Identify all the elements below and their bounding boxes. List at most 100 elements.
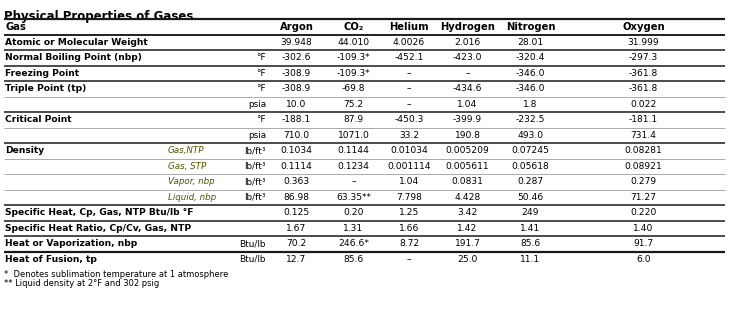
Text: 0.022: 0.022	[630, 100, 657, 109]
Text: Gas,NTP: Gas,NTP	[168, 146, 204, 155]
Text: 1.04: 1.04	[399, 177, 419, 186]
Text: Btu/lb: Btu/lb	[239, 255, 266, 264]
Text: Specific Heat Ratio, Cp/Cv, Gas, NTP: Specific Heat Ratio, Cp/Cv, Gas, NTP	[5, 224, 191, 233]
Text: -297.3: -297.3	[629, 53, 658, 62]
Text: 1.41: 1.41	[520, 224, 541, 233]
Text: -346.0: -346.0	[516, 84, 545, 93]
Text: psia: psia	[248, 131, 266, 140]
Text: -450.3: -450.3	[394, 115, 423, 124]
Text: 4.428: 4.428	[454, 193, 480, 202]
Text: 1.40: 1.40	[634, 224, 653, 233]
Text: °F: °F	[256, 84, 266, 93]
Text: -188.1: -188.1	[282, 115, 311, 124]
Text: -109.3*: -109.3*	[337, 69, 370, 78]
Text: -346.0: -346.0	[516, 69, 545, 78]
Text: Triple Point (tp): Triple Point (tp)	[5, 84, 86, 93]
Text: Heat of Fusion, tp: Heat of Fusion, tp	[5, 255, 97, 264]
Text: 246.6*: 246.6*	[338, 239, 369, 248]
Text: Specific Heat, Cp, Gas, NTP Btu/lb °F: Specific Heat, Cp, Gas, NTP Btu/lb °F	[5, 208, 193, 217]
Text: 44.010: 44.010	[337, 38, 369, 47]
Text: 1.67: 1.67	[286, 224, 307, 233]
Text: 0.005611: 0.005611	[446, 162, 489, 171]
Text: 85.6: 85.6	[520, 239, 541, 248]
Text: –: –	[351, 177, 356, 186]
Text: 28.01: 28.01	[518, 38, 544, 47]
Text: 0.08921: 0.08921	[625, 162, 662, 171]
Text: 0.363: 0.363	[283, 177, 310, 186]
Text: -452.1: -452.1	[394, 53, 423, 62]
Text: 0.125: 0.125	[283, 208, 310, 217]
Text: 1.66: 1.66	[399, 224, 419, 233]
Text: 191.7: 191.7	[455, 239, 480, 248]
Text: 63.35**: 63.35**	[336, 193, 371, 202]
Text: -361.8: -361.8	[629, 69, 658, 78]
Text: 731.4: 731.4	[631, 131, 656, 140]
Text: 87.9: 87.9	[343, 115, 364, 124]
Text: 1.42: 1.42	[457, 224, 477, 233]
Text: 0.287: 0.287	[518, 177, 544, 186]
Text: 190.8: 190.8	[455, 131, 480, 140]
Text: lb/ft³: lb/ft³	[245, 146, 266, 155]
Text: 86.98: 86.98	[283, 193, 310, 202]
Text: 39.948: 39.948	[280, 38, 312, 47]
Text: °F: °F	[256, 53, 266, 62]
Text: Helium: Helium	[389, 22, 429, 32]
Text: °F: °F	[256, 69, 266, 78]
Text: 1.04: 1.04	[457, 100, 477, 109]
Text: 0.08281: 0.08281	[625, 146, 662, 155]
Text: 11.1: 11.1	[520, 255, 540, 264]
Text: Liquid, nbp: Liquid, nbp	[168, 193, 216, 202]
Text: -361.8: -361.8	[629, 84, 658, 93]
Text: 493.0: 493.0	[518, 131, 544, 140]
Text: 6.0: 6.0	[636, 255, 651, 264]
Text: 0.1144: 0.1144	[337, 146, 369, 155]
Text: 2.016: 2.016	[454, 38, 480, 47]
Text: *  Denotes sublimation temperature at 1 atmosphere: * Denotes sublimation temperature at 1 a…	[4, 270, 228, 279]
Text: 0.001114: 0.001114	[387, 162, 431, 171]
Text: 0.1034: 0.1034	[280, 146, 312, 155]
Text: 31.999: 31.999	[628, 38, 659, 47]
Text: Freezing Point: Freezing Point	[5, 69, 79, 78]
Text: 0.279: 0.279	[631, 177, 656, 186]
Text: -423.0: -423.0	[453, 53, 483, 62]
Text: Normal Boiling Point (nbp): Normal Boiling Point (nbp)	[5, 53, 142, 62]
Text: lb/ft³: lb/ft³	[245, 177, 266, 186]
Text: 91.7: 91.7	[634, 239, 653, 248]
Text: 1.31: 1.31	[343, 224, 364, 233]
Text: 33.2: 33.2	[399, 131, 419, 140]
Text: –: –	[407, 255, 411, 264]
Text: –: –	[407, 69, 411, 78]
Text: 12.7: 12.7	[286, 255, 307, 264]
Text: 3.42: 3.42	[457, 208, 477, 217]
Text: 249: 249	[522, 208, 539, 217]
Text: Critical Point: Critical Point	[5, 115, 72, 124]
Text: psia: psia	[248, 100, 266, 109]
Text: lb/ft³: lb/ft³	[245, 162, 266, 171]
Text: Btu/lb: Btu/lb	[239, 239, 266, 248]
Text: ** Liquid density at 2°F and 302 psig: ** Liquid density at 2°F and 302 psig	[4, 279, 159, 288]
Text: Heat or Vaporization, nbp: Heat or Vaporization, nbp	[5, 239, 137, 248]
Text: 75.2: 75.2	[343, 100, 364, 109]
Text: Physical Properties of Gases: Physical Properties of Gases	[4, 10, 193, 23]
Text: -308.9: -308.9	[282, 69, 311, 78]
Text: Atomic or Molecular Weight: Atomic or Molecular Weight	[5, 38, 147, 47]
Text: Oxygen: Oxygen	[622, 22, 665, 32]
Text: Vapor, nbp: Vapor, nbp	[168, 177, 215, 186]
Text: 0.1234: 0.1234	[337, 162, 369, 171]
Text: Argon: Argon	[280, 22, 313, 32]
Text: Density: Density	[5, 146, 45, 155]
Text: 50.46: 50.46	[518, 193, 544, 202]
Text: 85.6: 85.6	[343, 255, 364, 264]
Text: 0.05618: 0.05618	[512, 162, 550, 171]
Text: -109.3*: -109.3*	[337, 53, 370, 62]
Text: 0.07245: 0.07245	[512, 146, 550, 155]
Text: -399.9: -399.9	[453, 115, 482, 124]
Text: 1071.0: 1071.0	[337, 131, 369, 140]
Text: 71.27: 71.27	[631, 193, 656, 202]
Text: –: –	[465, 69, 470, 78]
Text: 1.25: 1.25	[399, 208, 419, 217]
Text: 10.0: 10.0	[286, 100, 307, 109]
Text: 7.798: 7.798	[396, 193, 422, 202]
Text: 25.0: 25.0	[457, 255, 477, 264]
Text: Hydrogen: Hydrogen	[440, 22, 495, 32]
